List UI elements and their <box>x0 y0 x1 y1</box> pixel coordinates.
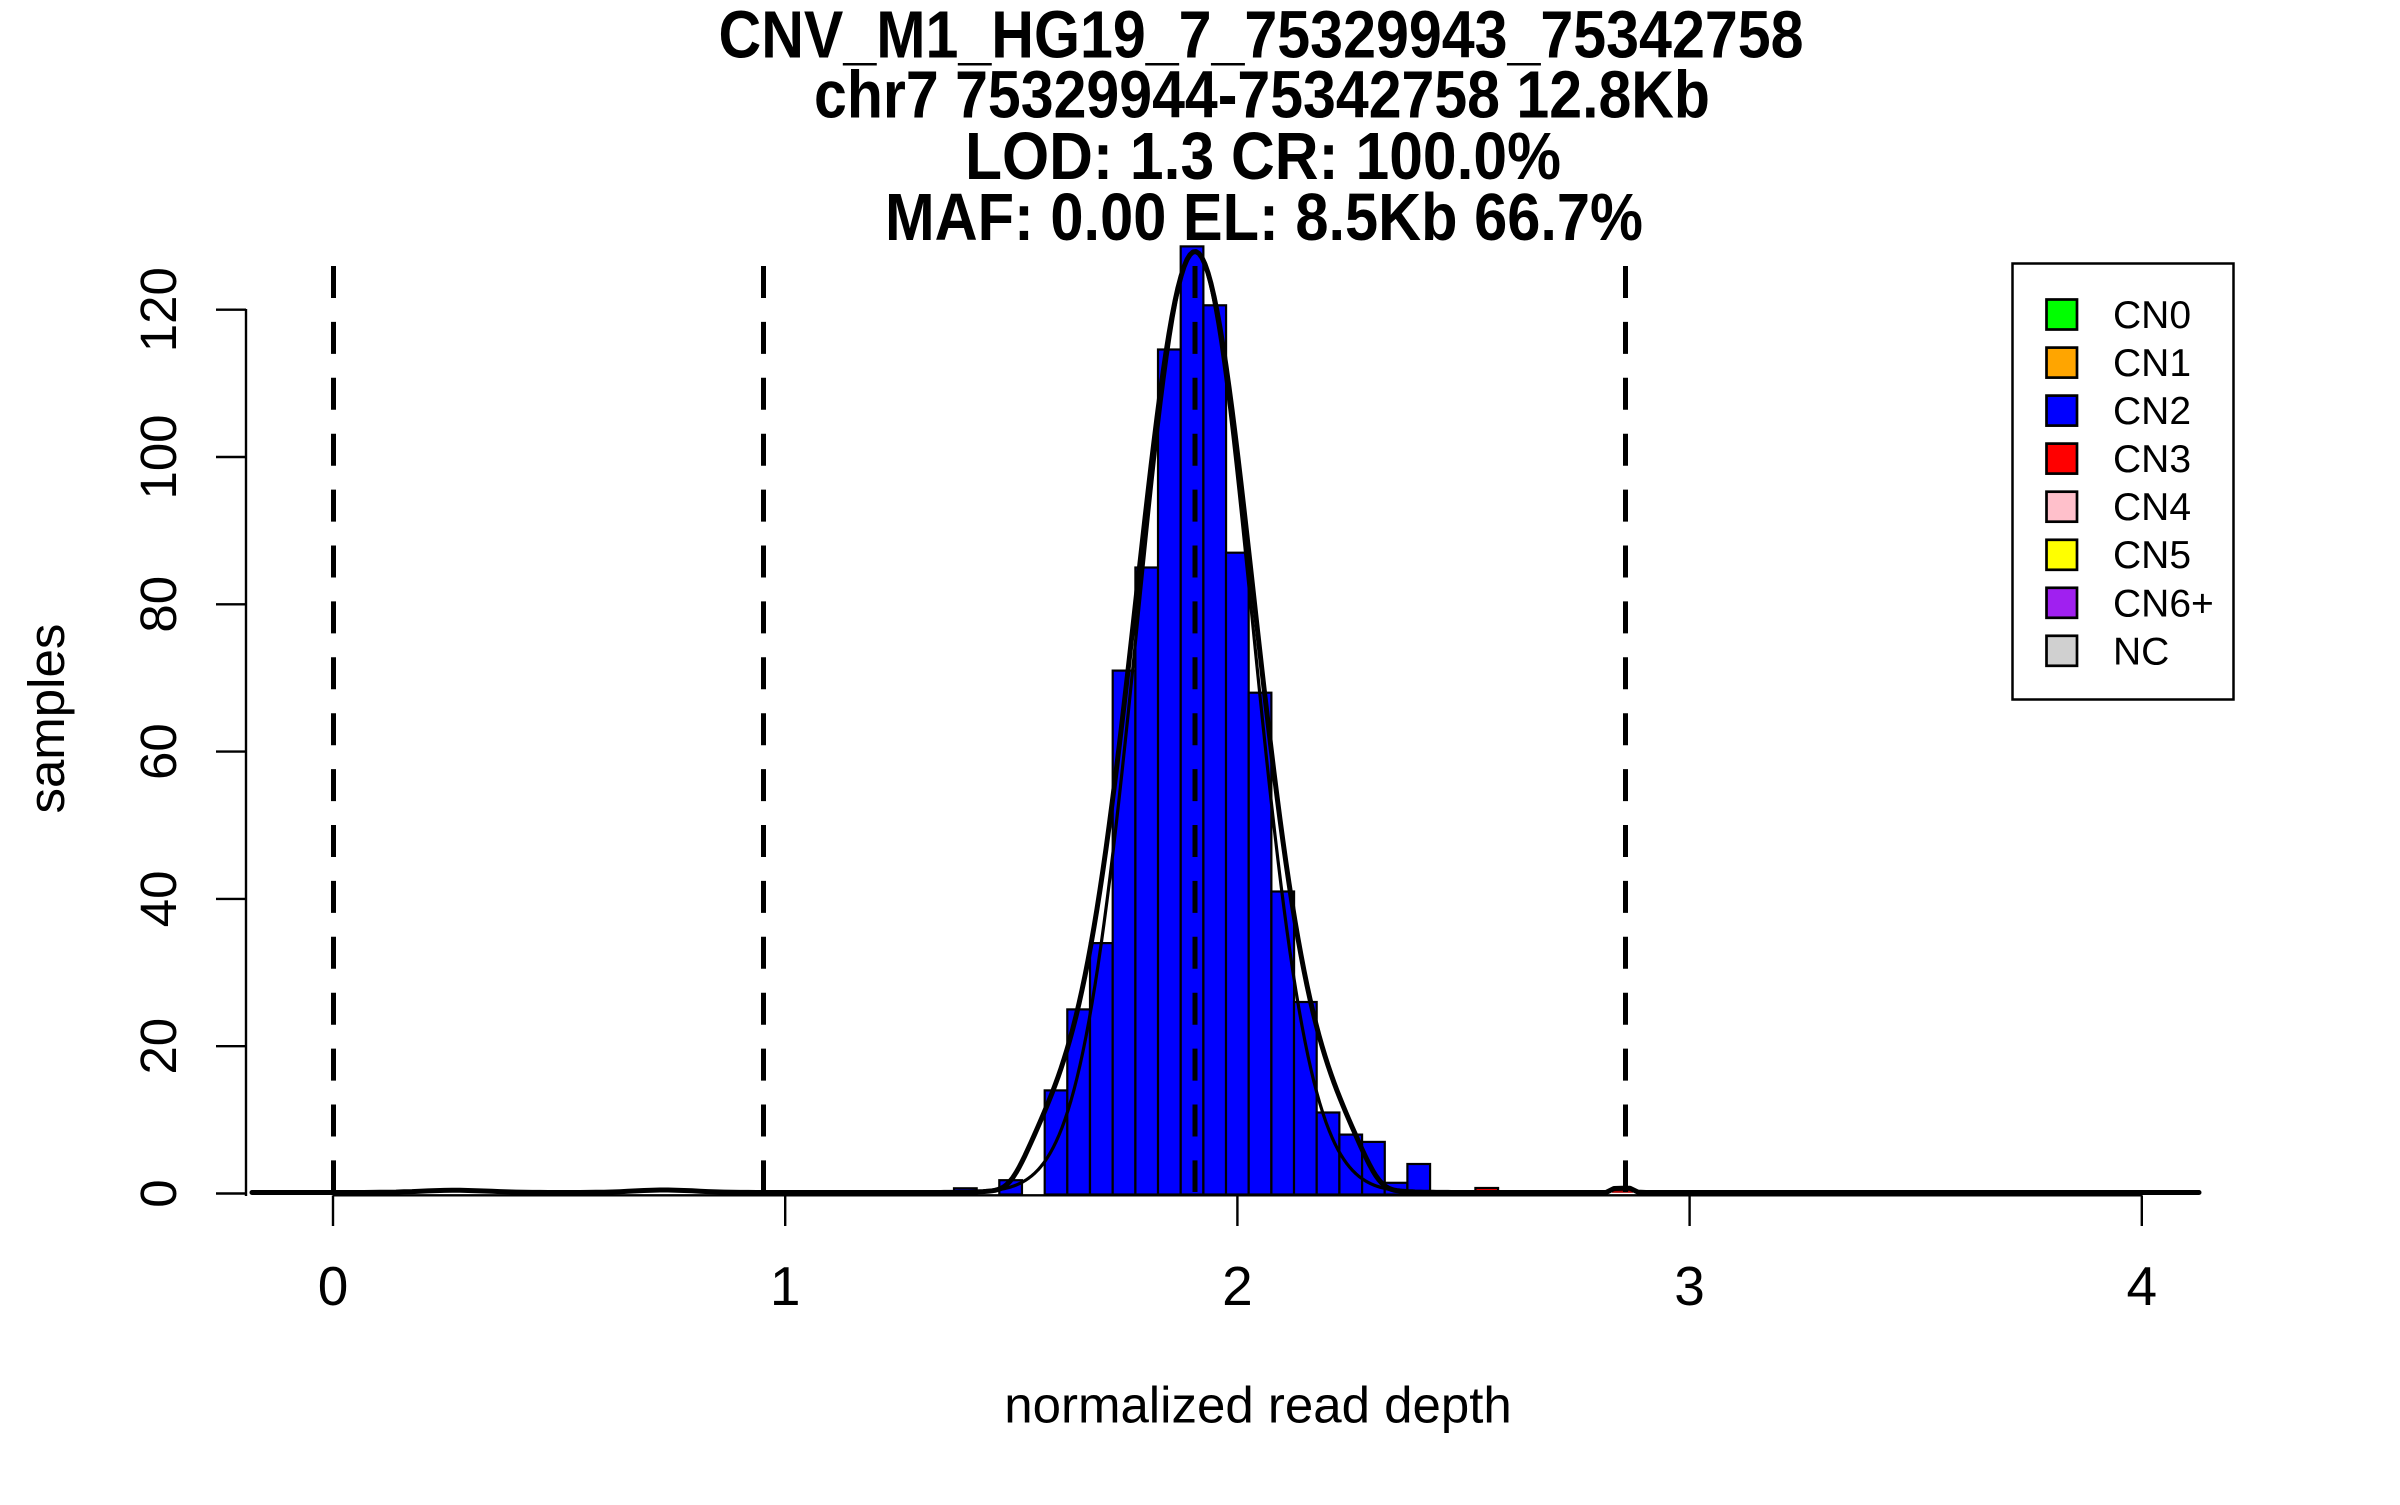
svg-text:4: 4 <box>2127 1255 2158 1317</box>
svg-text:CN3: CN3 <box>2113 438 2191 481</box>
svg-text:0: 0 <box>130 1179 187 1207</box>
svg-text:normalized read depth: normalized read depth <box>1004 1377 1512 1434</box>
svg-text:CN0: CN0 <box>2113 294 2191 337</box>
svg-text:20: 20 <box>130 1018 187 1075</box>
svg-text:2: 2 <box>1222 1255 1253 1317</box>
svg-text:3: 3 <box>1674 1255 1705 1317</box>
svg-text:120: 120 <box>130 267 187 352</box>
svg-text:CNV_M1_HG19_7_75329943_7534275: CNV_M1_HG19_7_75329943_75342758 <box>719 0 1804 73</box>
svg-text:60: 60 <box>130 723 187 780</box>
svg-text:CN1: CN1 <box>2113 342 2191 385</box>
svg-text:chr7 75329944-75342758 12.8Kb: chr7 75329944-75342758 12.8Kb <box>814 57 1710 132</box>
svg-text:NC: NC <box>2113 630 2169 673</box>
svg-text:0: 0 <box>318 1255 349 1317</box>
svg-text:LOD: 1.3 CR: 100.0%: LOD: 1.3 CR: 100.0% <box>965 119 1561 194</box>
svg-text:CN4: CN4 <box>2113 486 2191 529</box>
svg-text:CN2: CN2 <box>2113 390 2191 433</box>
svg-text:40: 40 <box>130 871 187 928</box>
svg-text:CN5: CN5 <box>2113 534 2191 577</box>
svg-text:CN6+: CN6+ <box>2113 582 2214 625</box>
svg-text:MAF: 0.00 EL: 8.5Kb 66.7%: MAF: 0.00 EL: 8.5Kb 66.7% <box>885 180 1643 255</box>
svg-text:100: 100 <box>130 414 187 499</box>
svg-text:80: 80 <box>130 576 187 633</box>
svg-text:1: 1 <box>770 1255 801 1317</box>
svg-text:samples: samples <box>18 624 75 814</box>
